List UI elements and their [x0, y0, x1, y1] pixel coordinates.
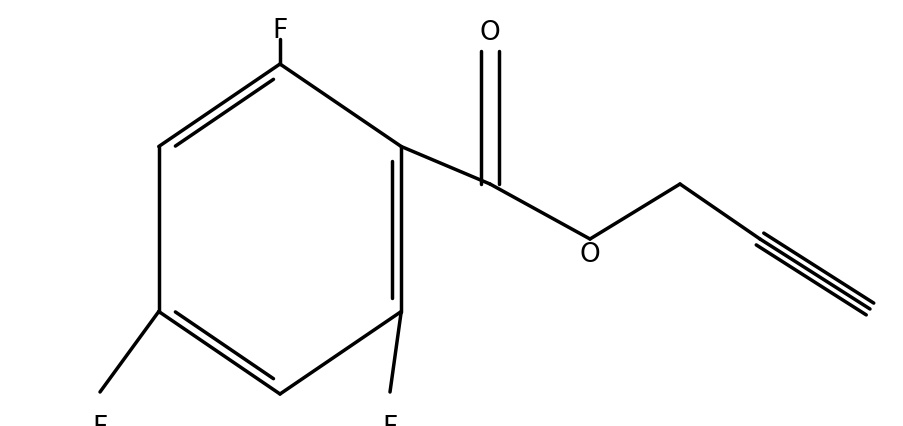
Text: F: F [92, 414, 107, 426]
Text: O: O [479, 20, 500, 46]
Text: F: F [272, 18, 287, 44]
Text: F: F [382, 414, 397, 426]
Text: O: O [579, 242, 600, 268]
